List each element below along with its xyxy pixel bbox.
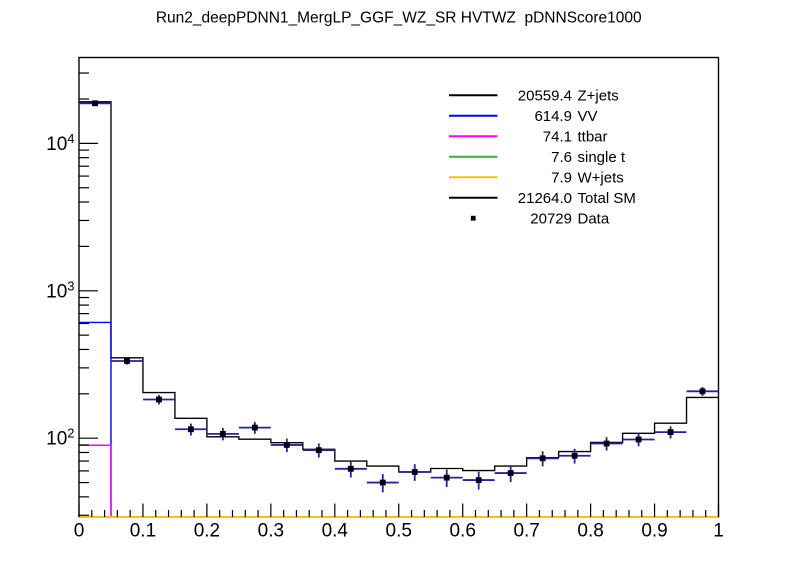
data-point [366, 474, 399, 493]
data-point [302, 443, 335, 458]
data-point [110, 357, 143, 365]
data-point [494, 465, 527, 483]
data-marker-square [539, 455, 546, 462]
series-vv [79, 321, 719, 518]
legend-label: W+jets [578, 169, 624, 186]
data-point [334, 461, 367, 478]
data-marker-square [699, 388, 706, 395]
legend-label: Z+jets [578, 87, 619, 104]
data-point [79, 100, 111, 107]
data-marker-square [667, 429, 674, 435]
data-marker-square [347, 465, 354, 472]
data-marker-square [124, 358, 130, 364]
data-point [462, 471, 495, 490]
data-point [398, 464, 431, 481]
y-axis-label: 104 [46, 131, 74, 155]
legend-value: 7.9 [551, 169, 572, 186]
x-axis-label: 0.3 [258, 520, 284, 541]
data-point [238, 421, 271, 434]
data-point [270, 438, 303, 453]
data-marker-square [283, 442, 290, 448]
data-point [622, 433, 655, 447]
data-marker-square [251, 424, 258, 431]
legend-entry: 7.6 single t [449, 149, 626, 166]
chart-title: Run2_deepPDNN1_MergLP_GGF_WZ_SR HVTWZ pD… [156, 10, 642, 27]
legend-label: single t [578, 149, 626, 166]
legend-label: VV [578, 108, 598, 125]
x-axis-label: 0 [74, 520, 85, 541]
legend-entry: 20729 Data [470, 210, 610, 227]
data-marker-square [635, 436, 642, 443]
data-marker-square [507, 470, 514, 476]
x-axis-label: 1 [713, 520, 724, 541]
legend-entry: 614.9 VV [449, 108, 598, 125]
data-marker-square [475, 477, 482, 483]
data-marker-square [219, 430, 226, 437]
data-point [686, 387, 719, 396]
axis-ticks [78, 72, 720, 517]
data-point [430, 469, 463, 488]
x-axis-label: 0.8 [577, 520, 603, 541]
x-axis-label: 0.7 [513, 520, 539, 541]
svg-text:102: 102 [46, 426, 74, 450]
data-marker-square [315, 447, 322, 454]
data-point [654, 426, 687, 439]
x-axis-label: 0.2 [194, 520, 220, 541]
legend-entry: 74.1 ttbar [449, 128, 608, 145]
data-marker-square [379, 479, 386, 486]
x-axis-label: 0.4 [322, 520, 349, 541]
y-axis-label: 103 [46, 278, 74, 302]
x-axis-label: 0.1 [130, 520, 156, 541]
data-point [526, 451, 559, 467]
data-marker-square [411, 469, 418, 475]
data-points [79, 100, 719, 493]
data-marker-square [188, 426, 194, 433]
legend-entry: 21264.0 Total SM [449, 190, 636, 207]
legend-value: 21264.0 [518, 190, 572, 207]
data-point [558, 448, 591, 464]
y-axis-label: 102 [46, 426, 74, 450]
data-point [206, 427, 239, 441]
data-marker-square [156, 396, 162, 403]
data-marker-square [603, 440, 610, 447]
legend-label: ttbar [578, 128, 608, 145]
legend-value: 20559.4 [518, 87, 572, 104]
data-marker-square [443, 474, 450, 481]
svg-text:104: 104 [46, 131, 74, 155]
svg-text:103: 103 [46, 278, 74, 302]
legend-marker-swatch [470, 215, 476, 221]
legend: 20559.4 Z+jets 614.9 VV 74.1 ttbar 7.6 single t… [449, 87, 636, 227]
legend-value: 7.6 [551, 149, 572, 166]
legend-value: 74.1 [543, 128, 572, 145]
data-marker-square [92, 100, 98, 107]
legend-entry: 7.9 W+jets [449, 169, 624, 186]
plot-frame-overlay [78, 56, 720, 517]
data-marker-square [571, 452, 578, 459]
legend-label: Data [578, 210, 610, 227]
data-point [590, 437, 623, 451]
legend-label: Total SM [578, 190, 636, 207]
legend-value: 20729 [530, 210, 572, 227]
data-point [142, 394, 175, 405]
legend-entry: 20559.4 Z+jets [449, 87, 619, 104]
x-axis-label: 0.9 [641, 520, 667, 541]
plot-frame [78, 56, 720, 518]
x-axis-label: 0.5 [386, 520, 412, 541]
legend-value: 614.9 [534, 108, 572, 125]
x-axis-label: 0.6 [449, 520, 475, 541]
data-point [174, 423, 207, 436]
